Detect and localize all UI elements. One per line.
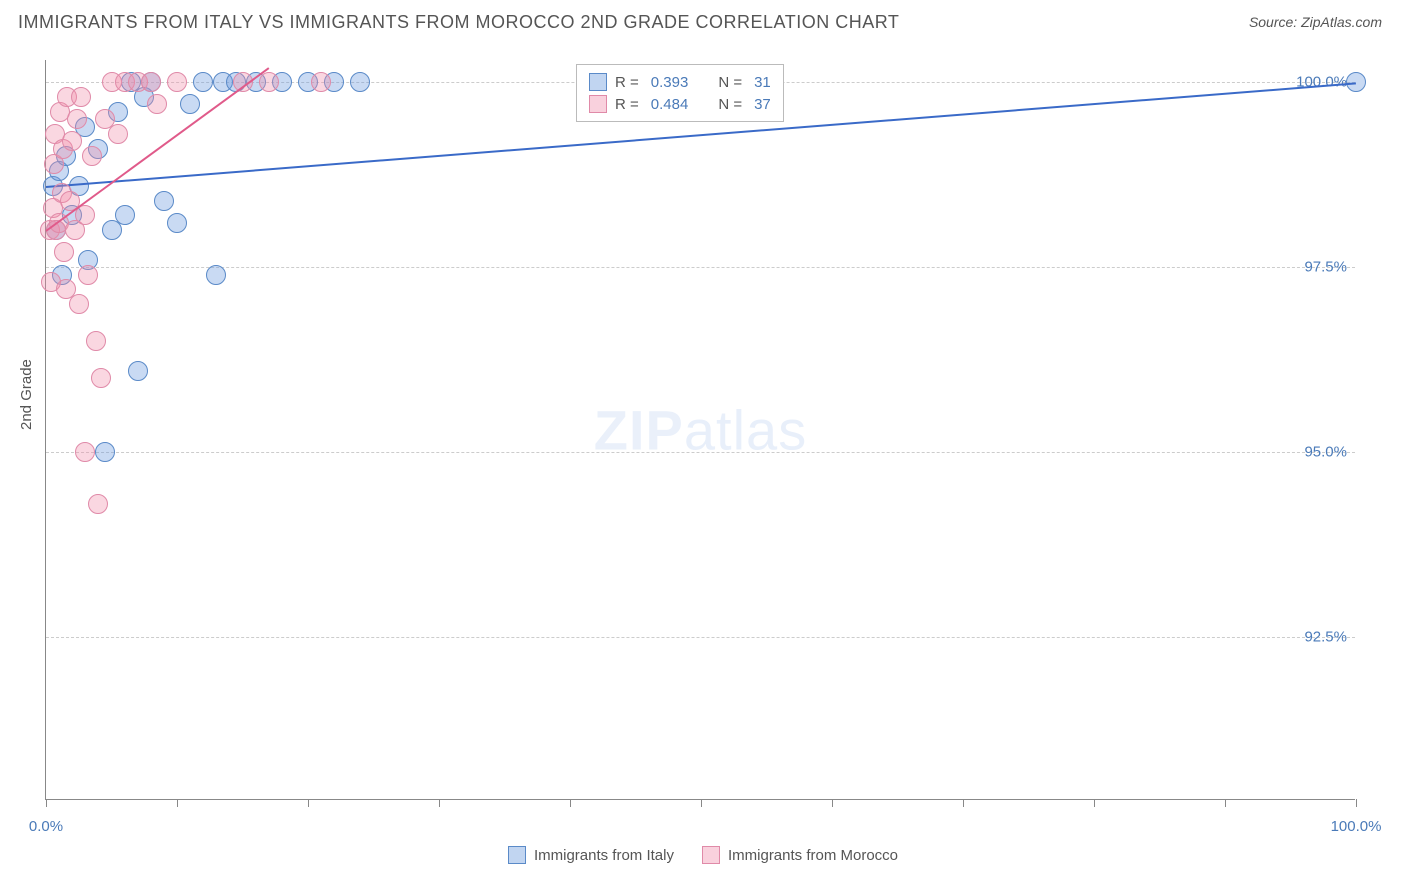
data-point — [167, 72, 187, 92]
data-point — [193, 72, 213, 92]
swatch-icon — [508, 846, 526, 864]
x-tick-mark — [1356, 799, 1357, 807]
data-point — [311, 72, 331, 92]
y-axis-label: 2nd Grade — [18, 359, 35, 430]
stats-legend: R = 0.393 N = 31 R = 0.484 N = 37 — [576, 64, 784, 122]
y-tick-label: 97.5% — [1304, 259, 1347, 276]
data-point — [71, 87, 91, 107]
gridline — [46, 267, 1355, 268]
swatch-icon — [589, 95, 607, 113]
r-label: R = — [615, 74, 639, 91]
legend-item-italy: Immigrants from Italy — [508, 846, 674, 864]
gridline — [46, 452, 1355, 453]
data-point — [88, 494, 108, 514]
x-tick-mark — [1094, 799, 1095, 807]
x-tick-mark — [570, 799, 571, 807]
y-tick-label: 95.0% — [1304, 444, 1347, 461]
data-point — [108, 124, 128, 144]
x-tick-mark — [1225, 799, 1226, 807]
data-point — [167, 213, 187, 233]
data-point — [67, 109, 87, 129]
x-tick-label: 0.0% — [29, 818, 63, 835]
data-point — [54, 242, 74, 262]
header: IMMIGRANTS FROM ITALY VS IMMIGRANTS FROM… — [0, 0, 1406, 50]
data-point — [82, 146, 102, 166]
data-point — [69, 294, 89, 314]
stats-row-italy: R = 0.393 N = 31 — [589, 71, 771, 93]
data-point — [350, 72, 370, 92]
data-point — [86, 331, 106, 351]
r-value: 0.484 — [651, 96, 689, 113]
scatter-plot: ZIPatlas 92.5%95.0%97.5%100.0%0.0%100.0%… — [45, 60, 1355, 800]
n-label: N = — [718, 96, 742, 113]
x-tick-mark — [439, 799, 440, 807]
data-point — [78, 265, 98, 285]
legend-item-morocco: Immigrants from Morocco — [702, 846, 898, 864]
source-name: ZipAtlas.com — [1301, 14, 1382, 30]
source-prefix: Source: — [1249, 14, 1301, 30]
source-label: Source: ZipAtlas.com — [1249, 14, 1382, 30]
data-point — [95, 442, 115, 462]
data-point — [91, 368, 111, 388]
x-tick-mark — [701, 799, 702, 807]
x-tick-mark — [308, 799, 309, 807]
data-point — [147, 94, 167, 114]
x-tick-mark — [963, 799, 964, 807]
data-point — [206, 265, 226, 285]
swatch-icon — [589, 73, 607, 91]
data-point — [128, 361, 148, 381]
chart-title: IMMIGRANTS FROM ITALY VS IMMIGRANTS FROM… — [18, 12, 899, 32]
legend-label-morocco: Immigrants from Morocco — [728, 847, 898, 864]
y-tick-label: 92.5% — [1304, 629, 1347, 646]
n-value: 37 — [754, 96, 771, 113]
x-tick-mark — [177, 799, 178, 807]
x-tick-mark — [46, 799, 47, 807]
r-label: R = — [615, 96, 639, 113]
stats-row-morocco: R = 0.484 N = 37 — [589, 93, 771, 115]
data-point — [154, 191, 174, 211]
swatch-icon — [702, 846, 720, 864]
legend-label-italy: Immigrants from Italy — [534, 847, 674, 864]
data-point — [180, 94, 200, 114]
r-value: 0.393 — [651, 74, 689, 91]
n-label: N = — [718, 74, 742, 91]
data-point — [75, 442, 95, 462]
gridline — [46, 637, 1355, 638]
data-point — [141, 72, 161, 92]
bottom-legend: Immigrants from Italy Immigrants from Mo… — [0, 846, 1406, 864]
x-tick-label: 100.0% — [1331, 818, 1382, 835]
data-point — [62, 131, 82, 151]
n-value: 31 — [754, 74, 771, 91]
data-point — [259, 72, 279, 92]
data-point — [115, 205, 135, 225]
x-tick-mark — [832, 799, 833, 807]
